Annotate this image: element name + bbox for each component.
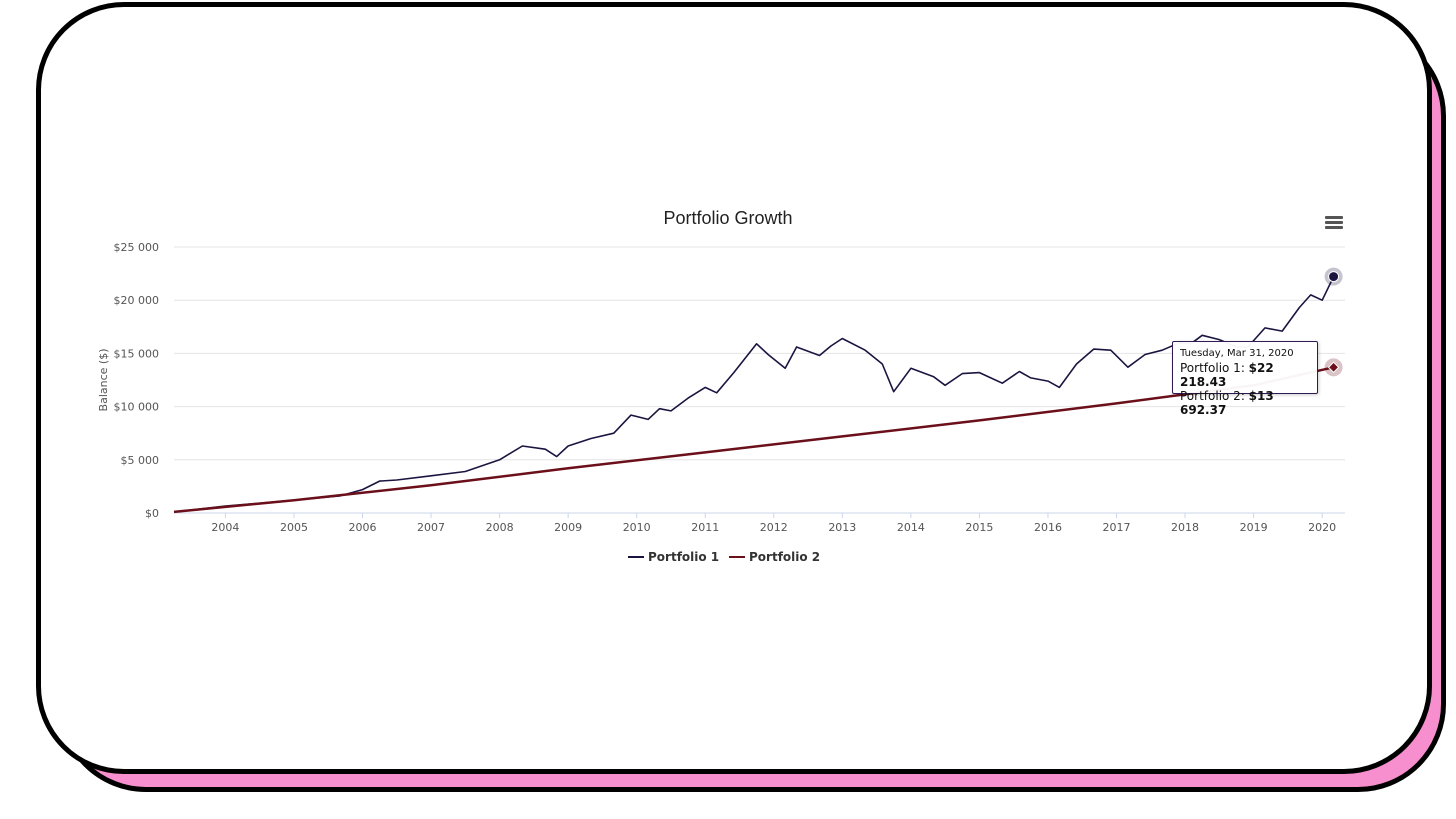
x-tick-label: 2007: [417, 521, 445, 534]
legend-item-portfolio-1[interactable]: Portfolio 1: [628, 550, 719, 564]
y-axis-ticks: $0 $5 000 $10 000 $15 000 $20 000 $25 000: [114, 241, 160, 520]
tooltip-label: Portfolio 2:: [1180, 389, 1249, 403]
x-tick-label: 2017: [1103, 521, 1131, 534]
y-tick-label: $25 000: [114, 241, 160, 254]
series-lines: [173, 276, 1335, 514]
x-tick-label: 2009: [554, 521, 582, 534]
legend: Portfolio 1 Portfolio 2: [628, 550, 820, 564]
y-tick-label: $20 000: [114, 294, 160, 307]
tooltip-date: Tuesday, Mar 31, 2020: [1180, 348, 1294, 359]
x-tick-label: 2005: [280, 521, 308, 534]
x-tick-label: 2015: [965, 521, 993, 534]
x-tick-label: 2014: [897, 521, 925, 534]
x-tick-label: 2012: [760, 521, 788, 534]
legend-label: Portfolio 2: [749, 550, 820, 564]
chart-title: Portfolio Growth: [663, 208, 793, 228]
x-tick-label: 2010: [623, 521, 651, 534]
x-axis-ticks: 2004 2005 2006 2007 2008 2009 2010 2011 2012 2013…: [211, 513, 1336, 534]
y-tick-label: $0: [145, 507, 159, 520]
tooltip-label: Portfolio 1:: [1180, 361, 1249, 375]
x-tick-label: 2016: [1034, 521, 1062, 534]
x-tick-label: 2006: [349, 521, 377, 534]
y-tick-label: $15 000: [114, 347, 160, 360]
gridlines: [174, 246, 1345, 514]
y-tick-label: $10 000: [114, 401, 160, 414]
x-tick-label: 2020: [1308, 521, 1336, 534]
tooltip-value: $22 218.43: [1180, 361, 1274, 389]
x-tick-label: 2019: [1240, 521, 1268, 534]
legend-item-portfolio-2[interactable]: Portfolio 2: [729, 550, 820, 564]
series-line-2[interactable]: [173, 366, 1334, 514]
x-tick-label: 2011: [691, 521, 719, 534]
hamburger-menu-icon[interactable]: [1324, 214, 1344, 234]
y-axis-label: Balance ($): [97, 349, 110, 412]
x-tick-label: 2008: [486, 521, 514, 534]
legend-label: Portfolio 1: [648, 550, 719, 564]
hover-tooltip: Tuesday, Mar 31, 2020 Portfolio 1: $22 2…: [1172, 341, 1318, 417]
hover-point-portfolio-1: [1328, 271, 1340, 283]
series-line-1[interactable]: [173, 276, 1335, 513]
hover-point-portfolio-2: [1327, 361, 1340, 374]
x-tick-label: 2004: [211, 521, 239, 534]
tooltip-value: $13 692.37: [1180, 389, 1274, 417]
tooltip-row-portfolio-2: Portfolio 2: $13 692.37: [1180, 389, 1310, 417]
tooltip-row-portfolio-1: Portfolio 1: $22 218.43: [1180, 361, 1310, 389]
y-tick-label: $5 000: [121, 454, 160, 467]
hover-markers: [1324, 267, 1343, 377]
x-tick-label: 2013: [828, 521, 856, 534]
x-tick-label: 2018: [1171, 521, 1199, 534]
